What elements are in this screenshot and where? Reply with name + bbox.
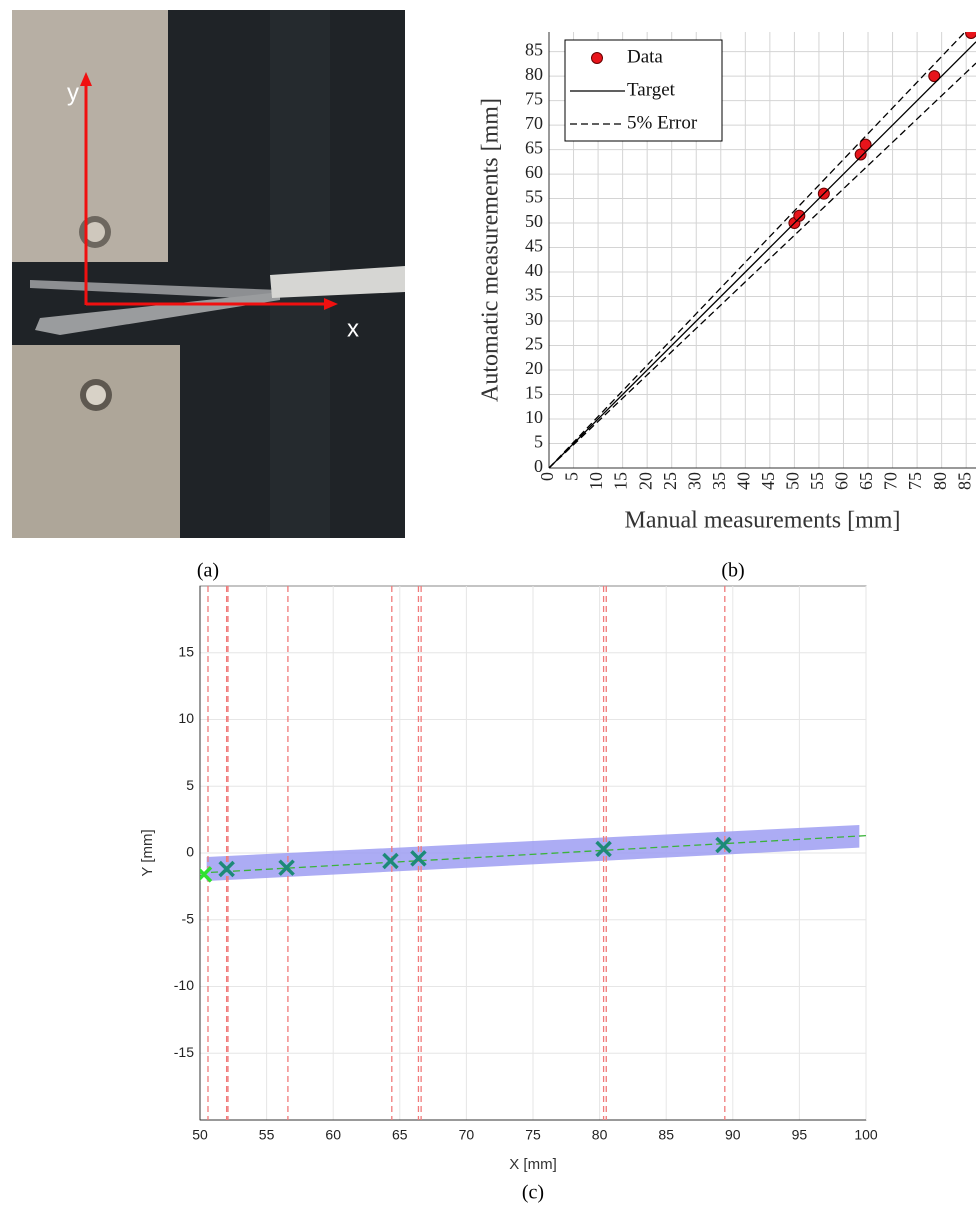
data-point [793, 209, 806, 222]
y-tick-label: 65 [525, 138, 543, 158]
bottom-plate [12, 345, 180, 538]
y-tick-label: 10 [525, 407, 543, 427]
x-tick-label: 45 [758, 472, 778, 490]
data-point [965, 32, 976, 39]
series-layer [549, 32, 976, 468]
x-tick-label: 65 [856, 472, 876, 490]
y-axis-label: Y [mm] [139, 829, 156, 876]
arrow-head [324, 298, 338, 310]
x-tick-label: 55 [807, 472, 827, 490]
x-tick-label: 25 [660, 472, 680, 490]
dashed-line [549, 62, 976, 468]
x-tick-label: 50 [192, 1127, 208, 1143]
legend-label: 5% Error [627, 112, 698, 133]
x-tick-label: 0 [537, 472, 557, 481]
y-tick-label: 5 [186, 777, 194, 793]
y-tick-label: 0 [534, 456, 543, 476]
y-tick-label: 0 [186, 844, 194, 860]
cross-marker [200, 866, 213, 883]
cross-marker [410, 850, 427, 867]
x-axis-label: Manual measurements [mm] [625, 508, 901, 534]
x-axis-label: X [mm] [509, 1156, 557, 1173]
cross-marker [715, 836, 732, 854]
x-tick-label: 70 [881, 472, 901, 490]
line [549, 41, 976, 468]
y-tick-label: 5 [534, 432, 543, 452]
y-tick-label: 35 [525, 285, 543, 305]
uncertainty-band [206, 824, 860, 882]
ruler [270, 266, 405, 298]
data-point [859, 138, 872, 151]
x-tick-label: 75 [525, 1127, 541, 1143]
y-tick-label: 75 [525, 89, 543, 109]
dashed-line [200, 834, 866, 874]
x-tick-label: 50 [783, 472, 803, 490]
x-tick-label: 15 [611, 472, 631, 490]
x-tick-label: 60 [325, 1127, 341, 1143]
y-tick-label: 40 [525, 260, 543, 280]
y-tick-label: 15 [178, 643, 194, 659]
photo-axis-label: y [67, 79, 79, 106]
x-tick-label: 80 [592, 1127, 608, 1143]
x-tick-label: 85 [954, 472, 974, 490]
photo: y x [12, 10, 405, 538]
x-tick-label: 5 [562, 472, 582, 481]
series-layer [200, 834, 866, 883]
x-tick-label: 40 [733, 472, 753, 490]
hole [85, 222, 105, 242]
y-tick-label: 45 [525, 236, 543, 256]
y-tick-label: -5 [182, 910, 195, 926]
photo-axis-label: x [347, 315, 359, 342]
y-tick-label: 60 [525, 162, 543, 182]
legend-label: Data [627, 46, 663, 67]
x-tick-label: 65 [392, 1127, 408, 1143]
y-tick-label: 85 [525, 40, 543, 60]
y-tick-label: -10 [174, 977, 194, 993]
y-tick-label: 25 [525, 334, 543, 354]
panel-label: (c) [522, 1182, 544, 1204]
x-tick-label: 90 [725, 1127, 741, 1143]
hole [86, 385, 106, 405]
cross-marker [382, 852, 399, 870]
y-tick-label: 20 [525, 358, 543, 378]
top-plate [12, 10, 168, 262]
y-tick-label: 70 [525, 113, 543, 133]
panel-label: (a) [197, 560, 219, 582]
x-tick-label: 80 [930, 472, 950, 490]
legend-label: Target [627, 79, 676, 100]
x-tick-label: 10 [586, 472, 606, 490]
y-tick-label: 50 [525, 211, 543, 231]
cross-marker [595, 840, 612, 858]
data-point [928, 70, 941, 83]
y-tick-label: -15 [174, 1044, 194, 1060]
x-tick-label: 60 [832, 472, 852, 490]
y-tick-label: 80 [525, 64, 543, 84]
y-tick-label: 10 [178, 710, 194, 726]
plot-layer [206, 586, 860, 1120]
x-tick-label: 30 [684, 472, 704, 490]
x-tick-label: 75 [905, 472, 925, 490]
dashed-line [549, 32, 966, 468]
panel-label: (b) [721, 560, 744, 582]
arrow-head [80, 72, 92, 86]
x-tick-label: 95 [792, 1127, 808, 1143]
cross-marker [218, 860, 235, 878]
cross-marker [278, 859, 295, 876]
specimen-arm [30, 280, 280, 300]
x-tick-label: 85 [658, 1127, 674, 1143]
legend-marker [591, 52, 603, 64]
data-point [854, 148, 867, 161]
x-tick-label: 100 [854, 1127, 878, 1143]
x-tick-label: 35 [709, 472, 729, 490]
y-axis-label: Automatic measurements [mm] [478, 98, 504, 402]
x-tick-label: 20 [635, 472, 655, 490]
y-tick-label: 15 [525, 383, 543, 403]
y-tick-label: 55 [525, 187, 543, 207]
x-tick-label: 55 [259, 1127, 275, 1143]
y-tick-label: 30 [525, 309, 543, 329]
x-tick-label: 70 [459, 1127, 475, 1143]
